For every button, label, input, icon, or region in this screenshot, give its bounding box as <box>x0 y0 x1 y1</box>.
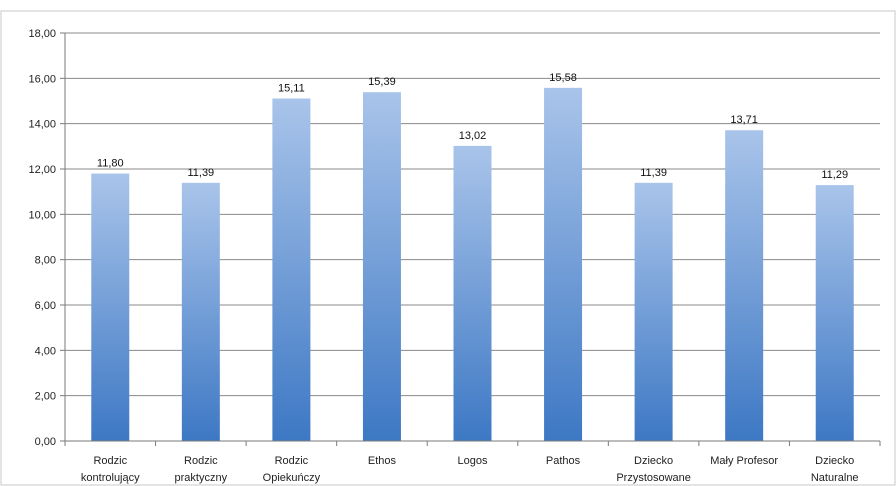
y-tick-label: 4,00 <box>35 345 56 357</box>
axes <box>64 33 881 446</box>
bar-value-label: 13,71 <box>730 114 758 126</box>
bar <box>815 185 854 441</box>
x-category-label: Rodzic <box>93 455 127 467</box>
bar-value-label: 11,80 <box>97 158 124 170</box>
x-axis-categories: Rodzic kontrolujący Rodzic praktyczny Rodzic… <box>81 455 859 484</box>
bar <box>91 173 130 442</box>
bar-value-label: 11,39 <box>187 167 214 179</box>
bar <box>453 145 492 441</box>
x-category-label: Naturalne <box>811 472 859 484</box>
bar-value-label: 15,39 <box>368 76 396 88</box>
chart-frame <box>0 10 896 486</box>
y-tick-label: 10,00 <box>28 209 56 221</box>
bar <box>181 182 220 441</box>
bar <box>362 92 401 441</box>
x-category-label: Dziecko <box>634 455 673 467</box>
bar <box>272 98 311 442</box>
y-tick-label: 6,00 <box>35 300 56 312</box>
data-labels: 11,80 11,39 15,11 15,39 13,02 15,58 11,39 13,71… <box>97 72 848 181</box>
x-category-label: Mały Profesor <box>710 455 778 467</box>
y-tick-label: 16,00 <box>28 73 56 85</box>
x-category-label: Ethos <box>368 455 397 467</box>
bar-value-label: 11,39 <box>640 167 667 179</box>
y-axis-ticks: 0,00 2,00 4,00 6,00 8,00 10,00 12,00 14,00 16,00… <box>28 28 65 448</box>
bar-value-label: 15,11 <box>278 83 305 95</box>
x-category-label: Opiekuńczy <box>263 472 321 484</box>
bar <box>634 182 673 441</box>
x-category-label: praktyczny <box>175 472 228 484</box>
y-tick-label: 12,00 <box>28 164 56 176</box>
bar <box>544 87 583 441</box>
x-category-label: Przystosowane <box>616 472 691 484</box>
bar-value-label: 13,02 <box>459 130 487 142</box>
y-tick-label: 0,00 <box>35 436 56 448</box>
y-tick-label: 2,00 <box>35 391 56 403</box>
y-tick-label: 8,00 <box>35 255 56 267</box>
bars <box>91 87 854 442</box>
x-category-label: Pathos <box>546 455 581 467</box>
bar-value-label: 15,58 <box>549 72 577 84</box>
x-category-label: Rodzic <box>184 455 218 467</box>
bar <box>725 130 764 442</box>
y-tick-label: 18,00 <box>28 28 56 40</box>
x-category-label: kontrolujący <box>81 472 140 484</box>
y-tick-label: 14,00 <box>28 119 56 131</box>
x-category-label: Rodzic <box>275 455 309 467</box>
bar-value-label: 11,29 <box>821 169 848 181</box>
x-category-label: Dziecko <box>815 455 854 467</box>
x-category-label: Logos <box>458 455 488 467</box>
